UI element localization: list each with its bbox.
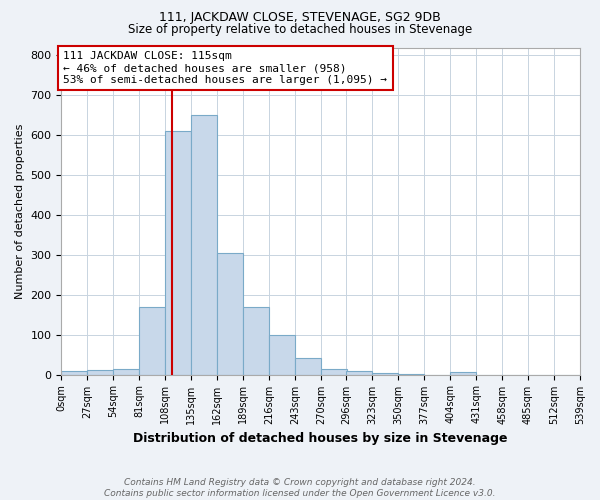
Bar	[295, 358, 321, 374]
Bar	[139, 307, 166, 374]
Y-axis label: Number of detached properties: Number of detached properties	[15, 124, 25, 298]
Text: Contains HM Land Registry data © Crown copyright and database right 2024.
Contai: Contains HM Land Registry data © Crown c…	[104, 478, 496, 498]
Bar	[243, 307, 269, 374]
Bar	[372, 372, 398, 374]
X-axis label: Distribution of detached houses by size in Stevenage: Distribution of detached houses by size …	[133, 432, 508, 445]
Bar	[88, 370, 113, 374]
Text: 111, JACKDAW CLOSE, STEVENAGE, SG2 9DB: 111, JACKDAW CLOSE, STEVENAGE, SG2 9DB	[159, 12, 441, 24]
Bar	[166, 132, 191, 374]
Bar	[450, 372, 476, 374]
Bar	[217, 253, 243, 374]
Bar	[321, 368, 347, 374]
Bar	[346, 372, 372, 374]
Bar	[191, 116, 217, 374]
Text: Size of property relative to detached houses in Stevenage: Size of property relative to detached ho…	[128, 22, 472, 36]
Bar	[269, 336, 295, 374]
Bar	[61, 372, 88, 374]
Bar	[113, 368, 139, 374]
Text: 111 JACKDAW CLOSE: 115sqm
← 46% of detached houses are smaller (958)
53% of semi: 111 JACKDAW CLOSE: 115sqm ← 46% of detac…	[64, 52, 388, 84]
